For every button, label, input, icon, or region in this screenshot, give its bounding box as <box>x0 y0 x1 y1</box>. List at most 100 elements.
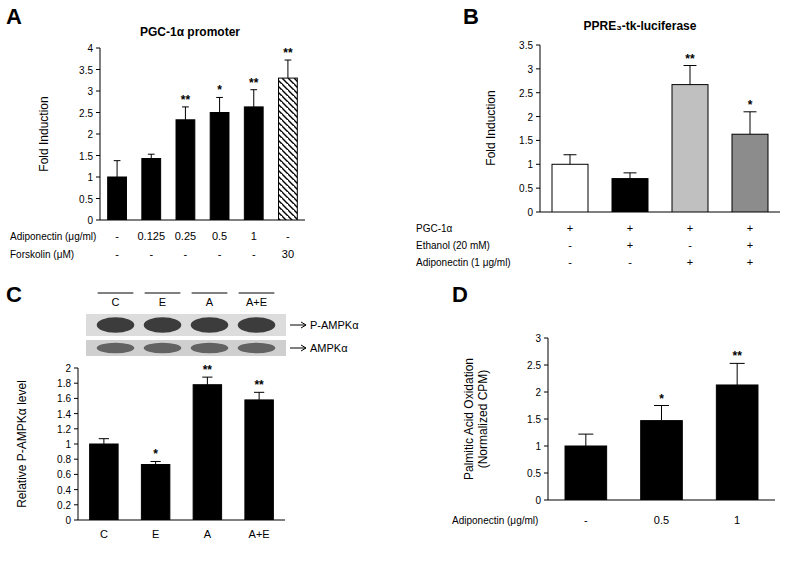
lane-overline <box>192 293 228 294</box>
condition-value: + <box>747 222 753 234</box>
condition-value: 0.125 <box>137 230 165 242</box>
lane-label: A <box>206 296 214 308</box>
error-bar <box>624 173 637 179</box>
error-bar <box>684 66 697 85</box>
condition-label: PGC-1α <box>416 223 453 234</box>
y-tick-label: 2.5 <box>519 88 533 99</box>
panel-letter: B <box>463 4 479 29</box>
y-tick <box>74 444 78 445</box>
error-bar <box>182 107 189 120</box>
y-tick <box>536 45 540 46</box>
blot-band <box>238 317 276 333</box>
bar <box>279 78 298 220</box>
y-tick <box>544 446 548 447</box>
error-bar <box>99 439 109 444</box>
blot-band <box>191 317 229 333</box>
condition-label: Adiponectin (μg/ml) <box>10 231 96 242</box>
significance: ** <box>249 76 259 90</box>
lane-overline <box>239 293 275 294</box>
condition-value: + <box>627 222 633 234</box>
y-tick-label: 2.5 <box>79 108 93 119</box>
bar <box>245 400 273 520</box>
blot-strip <box>86 314 286 336</box>
y-tick <box>544 500 548 501</box>
y-tick-label: 1.2 <box>57 424 71 435</box>
y-tick <box>74 489 78 490</box>
error-bar <box>202 377 212 385</box>
y-tick-label: 1 <box>527 159 533 170</box>
blot-band <box>144 317 182 333</box>
y-tick-label: 0.2 <box>57 500 71 511</box>
panel-letter: D <box>452 282 468 307</box>
significance: * <box>748 98 753 112</box>
significance: ** <box>685 52 695 66</box>
panel-1: BPPRE₃-tk-luciferaseFold Induction00.511… <box>416 4 780 268</box>
figure: APGC-1α promoterFold Induction00.511.522… <box>0 0 800 562</box>
bar <box>193 385 221 520</box>
y-tick <box>536 68 540 69</box>
y-tick <box>74 368 78 369</box>
bar <box>108 177 127 220</box>
condition-value: - <box>688 239 692 251</box>
significance: ** <box>283 46 293 60</box>
condition-value: + <box>687 256 693 268</box>
y-tick-label: 3 <box>87 86 93 97</box>
y-tick <box>96 220 100 221</box>
y-tick-label: 0.5 <box>519 183 533 194</box>
y-tick-label: 2 <box>527 112 533 123</box>
error-bar <box>216 97 223 112</box>
y-tick-label: 1.5 <box>519 135 533 146</box>
blot-band <box>97 343 135 353</box>
condition-value: + <box>747 239 753 251</box>
y-tick-label: 0 <box>87 215 93 226</box>
y-tick <box>536 140 540 141</box>
y-tick-label: 2 <box>535 387 541 398</box>
significance: ** <box>732 349 742 363</box>
y-tick <box>544 365 548 366</box>
y-tick-label: 0.4 <box>57 485 71 496</box>
y-tick-label: 0.6 <box>57 469 71 480</box>
y-tick <box>536 188 540 189</box>
condition-value: + <box>687 222 693 234</box>
significance: ** <box>203 363 213 377</box>
condition-value: - <box>568 239 572 251</box>
y-tick <box>74 474 78 475</box>
condition-value: + <box>567 222 573 234</box>
y-tick <box>96 48 100 49</box>
error-bar <box>254 392 264 400</box>
panel-letter: C <box>6 282 22 307</box>
y-tick-label: 0 <box>535 495 541 506</box>
y-tick-label: 1.5 <box>79 151 93 162</box>
lane-label: A+E <box>246 296 267 308</box>
y-tick-label: 1.6 <box>57 393 71 404</box>
y-tick <box>544 338 548 339</box>
error-bar <box>250 90 257 107</box>
y-tick <box>536 212 540 213</box>
y-tick-label: 0.8 <box>57 454 71 465</box>
bar <box>244 107 263 220</box>
condition-value: - <box>184 248 188 260</box>
condition-value: 0.5 <box>654 514 669 526</box>
x-tick-label: E <box>152 528 159 540</box>
bars <box>90 377 274 520</box>
condition-value: - <box>218 248 222 260</box>
y-axis-label: Fold Induction <box>484 90 498 165</box>
condition-value: - <box>252 248 256 260</box>
y-tick-label: 0.5 <box>527 468 541 479</box>
condition-value: 30 <box>282 248 294 260</box>
bar <box>672 85 708 212</box>
bar <box>176 120 195 220</box>
y-tick-label: 3 <box>527 64 533 75</box>
bar <box>612 179 648 212</box>
x-tick-label: A <box>204 528 212 540</box>
bars <box>552 66 768 212</box>
bar <box>141 465 169 520</box>
condition-value: - <box>286 230 290 242</box>
error-bar <box>148 154 155 158</box>
bars <box>565 363 758 500</box>
chart-title: PPRE₃-tk-luciferase <box>584 19 697 33</box>
y-tick-label: 1.4 <box>57 409 71 420</box>
y-tick <box>74 413 78 414</box>
y-tick-label: 1 <box>87 172 93 183</box>
y-tick <box>544 473 548 474</box>
